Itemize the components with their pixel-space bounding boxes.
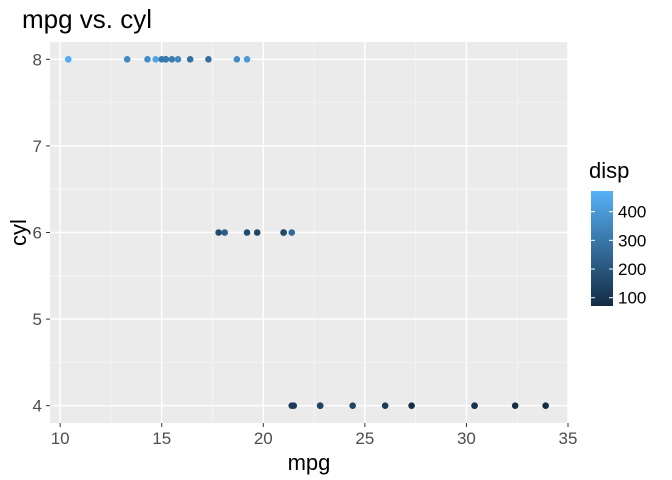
y-axis-title: cyl bbox=[6, 219, 31, 246]
legend-tick-label: 100 bbox=[618, 289, 646, 308]
y-tick-label: 5 bbox=[33, 310, 42, 329]
x-tick-label: 30 bbox=[457, 429, 476, 448]
data-point bbox=[158, 56, 166, 63]
data-point bbox=[123, 56, 131, 63]
data-point bbox=[174, 56, 182, 63]
legend-tick-label: 200 bbox=[618, 260, 646, 279]
y-tick-label: 8 bbox=[33, 50, 42, 69]
data-point bbox=[253, 229, 261, 236]
data-point bbox=[243, 56, 251, 63]
x-tick-label: 15 bbox=[152, 429, 171, 448]
x-tick-label: 35 bbox=[559, 429, 578, 448]
data-point bbox=[511, 402, 519, 409]
chart-title: mpg vs. cyl bbox=[22, 4, 152, 34]
data-point bbox=[215, 229, 222, 236]
data-point bbox=[542, 402, 549, 409]
data-point bbox=[233, 56, 241, 63]
data-point bbox=[221, 229, 228, 236]
x-axis-title: mpg bbox=[288, 450, 331, 475]
data-point bbox=[288, 402, 296, 409]
data-point bbox=[144, 56, 151, 63]
data-point bbox=[243, 229, 251, 236]
data-point bbox=[408, 402, 415, 409]
data-point bbox=[288, 229, 296, 236]
legend-tick-label: 400 bbox=[618, 203, 646, 222]
points-layer bbox=[64, 56, 549, 409]
y-tick-label: 4 bbox=[33, 397, 42, 416]
data-point bbox=[152, 56, 159, 63]
data-point bbox=[381, 402, 389, 409]
x-tick-label: 20 bbox=[254, 429, 273, 448]
data-point bbox=[186, 56, 194, 63]
data-point bbox=[64, 56, 72, 63]
y-axis: 4 5 6 7 8 bbox=[33, 50, 50, 416]
data-point bbox=[168, 56, 176, 63]
legend-ticks: 100 200 300 400 bbox=[591, 203, 646, 308]
legend-title: disp bbox=[589, 158, 629, 183]
x-axis: 10 15 20 25 30 35 bbox=[51, 423, 578, 448]
x-tick-label: 10 bbox=[51, 429, 70, 448]
y-tick-label: 6 bbox=[33, 224, 42, 243]
legend-colorbar bbox=[591, 191, 613, 306]
x-tick-label: 25 bbox=[355, 429, 374, 448]
data-point bbox=[205, 56, 212, 63]
data-point bbox=[471, 402, 478, 409]
legend-tick-label: 300 bbox=[618, 231, 646, 250]
major-grid bbox=[50, 42, 569, 423]
data-point bbox=[280, 229, 287, 236]
y-tick-label: 7 bbox=[33, 137, 42, 156]
data-point bbox=[349, 402, 356, 409]
data-point bbox=[316, 402, 324, 409]
